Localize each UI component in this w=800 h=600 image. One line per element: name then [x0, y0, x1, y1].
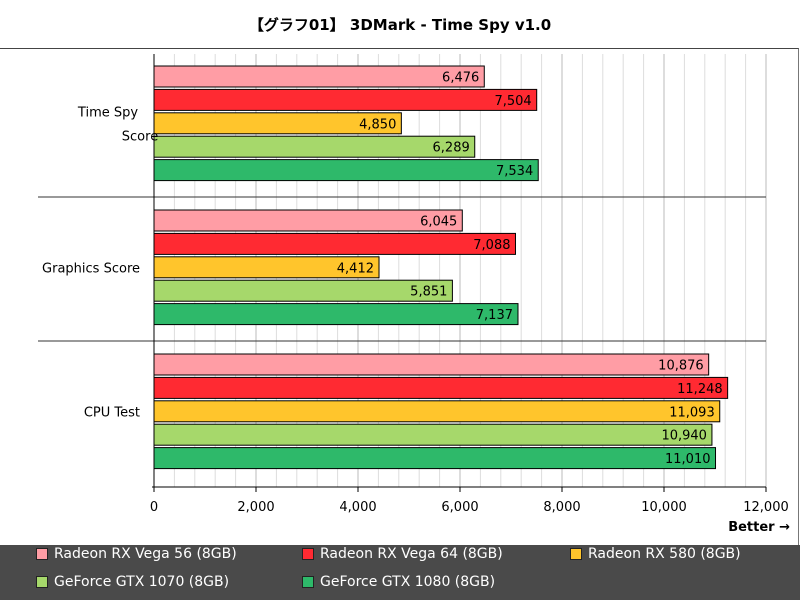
bar [153, 400, 721, 423]
bar [153, 232, 516, 255]
data-label: 7,534 [496, 164, 533, 179]
data-label: 11,248 [677, 382, 723, 397]
legend-swatch [36, 548, 48, 560]
legend-item: Radeon RX Vega 64 (8GB) [302, 546, 503, 562]
data-label: 6,045 [420, 215, 457, 230]
legend: Radeon RX Vega 56 (8GB) Radeon RX Vega 64… [0, 545, 800, 600]
category-label: Time Spy Score [77, 105, 158, 144]
bar [153, 159, 539, 182]
data-label: 7,137 [476, 308, 513, 323]
data-label: 4,412 [337, 261, 374, 276]
x-tick-label: 2,000 [237, 500, 274, 515]
x-tick-label: 10,000 [641, 500, 687, 515]
bar [153, 303, 519, 326]
category-label: CPU Test [84, 405, 140, 420]
data-label: 10,940 [661, 429, 707, 444]
bar [153, 209, 463, 232]
data-label: 6,476 [442, 71, 479, 86]
better-annotation: Better → [728, 520, 790, 535]
data-label: 4,850 [359, 117, 396, 132]
data-label: 11,010 [665, 452, 711, 467]
bar [153, 256, 380, 279]
x-tick-label: 0 [150, 500, 158, 515]
legend-swatch [36, 576, 48, 588]
x-tick-label: 8,000 [543, 500, 580, 515]
data-label: 10,876 [658, 359, 704, 374]
bar [153, 112, 402, 135]
bar [153, 376, 729, 399]
plot-frame [0, 48, 799, 545]
legend-swatch [302, 548, 314, 560]
legend-swatch [302, 576, 314, 588]
bar-chart: 0 2,000 4,000 6,000 8,000 10,000 12,000 6,476 7,… [38, 54, 789, 515]
legend-label: Radeon RX 580 (8GB) [588, 546, 741, 562]
data-label: 11,093 [669, 405, 715, 420]
chart-title: 【グラフ01】 3DMark - Time Spy v1.0 [248, 16, 552, 34]
legend-label: Radeon RX Vega 56 (8GB) [54, 546, 237, 562]
x-tick-label: 4,000 [339, 500, 376, 515]
bar [153, 135, 476, 158]
bar [153, 279, 453, 302]
legend-item: GeForce GTX 1070 (8GB) [36, 574, 229, 590]
legend-item: Radeon RX Vega 56 (8GB) [36, 546, 237, 562]
data-label: 7,088 [473, 238, 510, 253]
legend-item: Radeon RX 580 (8GB) [570, 546, 741, 562]
data-label: 6,289 [433, 141, 470, 156]
bar [153, 423, 713, 446]
x-tick-label: 6,000 [441, 500, 478, 515]
legend-swatch [570, 548, 582, 560]
bar [153, 353, 710, 376]
legend-label: GeForce GTX 1080 (8GB) [320, 574, 496, 590]
legend-label: GeForce GTX 1070 (8GB) [54, 574, 230, 590]
category-label: Graphics Score [42, 261, 140, 276]
bar [153, 65, 485, 88]
bar [153, 88, 538, 111]
legend-label: Radeon RX Vega 64 (8GB) [320, 546, 503, 562]
legend-item: GeForce GTX 1080 (8GB) [302, 574, 495, 590]
bar [153, 447, 717, 470]
data-label: 5,851 [410, 285, 447, 300]
x-tick-label: 12,000 [743, 500, 789, 515]
data-label: 7,504 [494, 94, 531, 109]
